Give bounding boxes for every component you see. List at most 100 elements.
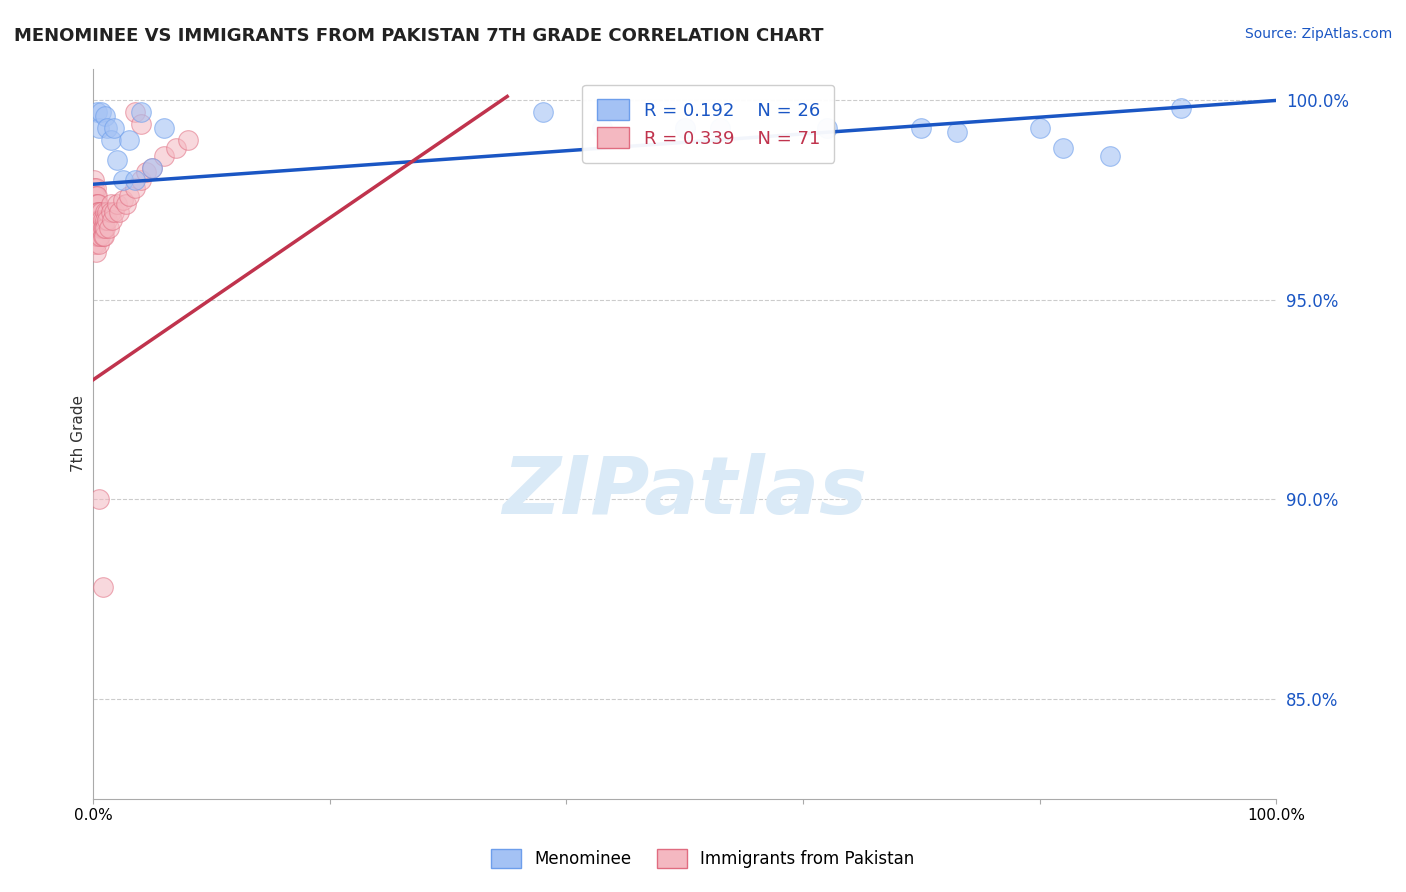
- Text: ZIPatlas: ZIPatlas: [502, 453, 868, 531]
- Point: [591, 121, 613, 136]
- Point: [90, 205, 112, 219]
- Point: [100, 197, 122, 211]
- Point: [84, 205, 107, 219]
- Point: [96, 213, 118, 227]
- Point: [100, 133, 122, 147]
- Point: [103, 205, 125, 219]
- Point: [97, 221, 120, 235]
- Point: [86, 105, 108, 120]
- Point: [111, 193, 134, 207]
- Point: [86, 205, 108, 219]
- Point: [1099, 149, 1122, 163]
- Point: [84, 229, 107, 244]
- Point: [93, 221, 115, 235]
- Point: [105, 197, 128, 211]
- Point: [84, 197, 107, 211]
- Point: [90, 221, 112, 235]
- Point: [815, 121, 838, 136]
- Point: [86, 221, 108, 235]
- Point: [86, 189, 108, 203]
- Point: [96, 205, 118, 219]
- Point: [135, 165, 157, 179]
- Point: [153, 121, 176, 136]
- Point: [1052, 141, 1074, 155]
- Point: [103, 121, 125, 136]
- Point: [83, 205, 105, 219]
- Point: [910, 121, 932, 136]
- Point: [84, 237, 107, 252]
- Point: [111, 173, 134, 187]
- Point: [129, 117, 152, 131]
- Point: [87, 213, 110, 227]
- Y-axis label: 7th Grade: 7th Grade: [72, 395, 86, 472]
- Text: Source: ZipAtlas.com: Source: ZipAtlas.com: [1244, 27, 1392, 41]
- Point: [94, 221, 117, 235]
- Point: [87, 197, 110, 211]
- Legend: R = 0.192    N = 26, R = 0.339    N = 71: R = 0.192 N = 26, R = 0.339 N = 71: [582, 85, 834, 162]
- Point: [124, 181, 146, 195]
- Point: [87, 213, 110, 227]
- Point: [118, 133, 141, 147]
- Point: [115, 197, 138, 211]
- Point: [87, 205, 110, 219]
- Point: [165, 141, 187, 155]
- Point: [118, 189, 141, 203]
- Point: [84, 181, 107, 195]
- Point: [153, 149, 176, 163]
- Point: [83, 229, 105, 244]
- Point: [91, 580, 114, 594]
- Point: [87, 229, 110, 244]
- Point: [86, 229, 108, 244]
- Point: [91, 229, 114, 244]
- Point: [90, 213, 112, 227]
- Point: [96, 121, 118, 136]
- Point: [83, 213, 105, 227]
- Point: [87, 121, 110, 136]
- Point: [89, 229, 111, 244]
- Point: [101, 213, 124, 227]
- Point: [673, 121, 696, 136]
- Point: [94, 205, 117, 219]
- Point: [91, 221, 114, 235]
- Point: [83, 173, 105, 187]
- Point: [87, 229, 110, 244]
- Point: [673, 121, 696, 136]
- Point: [1170, 102, 1192, 116]
- Point: [124, 105, 146, 120]
- Point: [83, 221, 105, 235]
- Point: [177, 133, 200, 147]
- Point: [83, 189, 105, 203]
- Point: [87, 205, 110, 219]
- Point: [129, 105, 152, 120]
- Point: [94, 213, 117, 227]
- Point: [84, 213, 107, 227]
- Point: [90, 105, 112, 120]
- Point: [87, 221, 110, 235]
- Point: [87, 492, 110, 507]
- Point: [87, 221, 110, 235]
- Point: [89, 221, 111, 235]
- Point: [100, 205, 122, 219]
- Point: [84, 245, 107, 260]
- Point: [105, 153, 128, 168]
- Point: [83, 181, 105, 195]
- Point: [89, 213, 111, 227]
- Point: [86, 197, 108, 211]
- Point: [94, 109, 117, 123]
- Point: [83, 197, 105, 211]
- Point: [84, 221, 107, 235]
- Point: [124, 173, 146, 187]
- Point: [87, 237, 110, 252]
- Point: [709, 121, 731, 136]
- Point: [108, 205, 131, 219]
- Point: [93, 229, 115, 244]
- Point: [141, 161, 163, 176]
- Point: [945, 125, 967, 139]
- Text: MENOMINEE VS IMMIGRANTS FROM PAKISTAN 7TH GRADE CORRELATION CHART: MENOMINEE VS IMMIGRANTS FROM PAKISTAN 7T…: [14, 27, 824, 45]
- Point: [531, 105, 554, 120]
- Point: [83, 237, 105, 252]
- Point: [91, 213, 114, 227]
- Point: [141, 161, 163, 176]
- Point: [129, 173, 152, 187]
- Point: [86, 213, 108, 227]
